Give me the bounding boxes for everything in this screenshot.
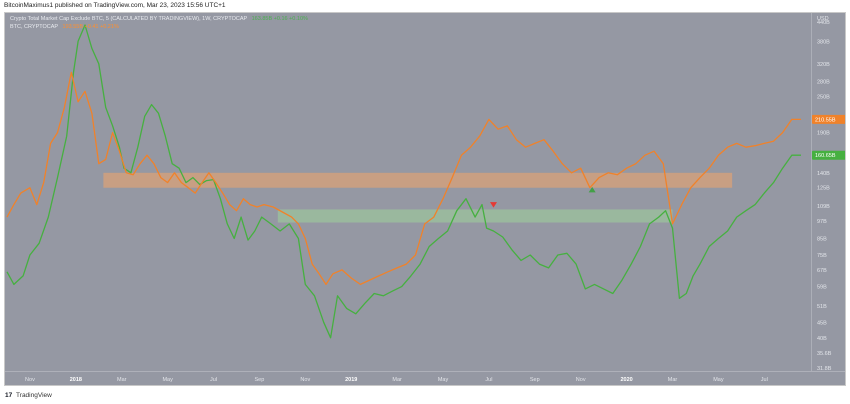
y-tick-label: 35.6B — [817, 351, 832, 357]
orange-zone-band — [103, 172, 733, 188]
y-axis-unit: USD — [817, 16, 829, 22]
y-tick-label: 51B — [817, 304, 827, 310]
chart-area[interactable]: USD440B380B320B280B250B210B190B160B140B1… — [4, 12, 846, 386]
x-tick-label: May — [713, 377, 724, 383]
footer-brand: TradingView — [16, 392, 52, 399]
legend-series-2-values: 193.55B +0.41 +0.21% — [62, 24, 119, 30]
buy-signal-marker — [588, 186, 596, 193]
x-tick-label: Nov — [576, 377, 586, 383]
x-tick-label: 2019 — [345, 377, 357, 383]
y-tick-label: 85B — [817, 237, 827, 243]
orange-series-line — [6, 71, 801, 286]
y-tick-label: 75B — [817, 253, 827, 259]
x-tick-label: 2018 — [70, 377, 82, 383]
legend-series-1-values: 163.85B +0.16 +0.10% — [251, 16, 308, 22]
x-tick-label: May — [162, 377, 173, 383]
y-tick-label: 40B — [817, 336, 827, 342]
x-tick-label: Jul — [761, 377, 768, 383]
last-value-badge — [812, 150, 845, 160]
x-tick-label: Mar — [392, 377, 402, 383]
sell-signal-marker — [489, 202, 497, 208]
x-tick-label: 2020 — [620, 377, 632, 383]
legend-series-1: Crypto Total Market Cap Exclude BTC, 5 (… — [10, 16, 308, 22]
y-tick-label: 280B — [817, 80, 830, 86]
y-tick-label: 250B — [817, 94, 830, 100]
y-tick-label: 97B — [817, 219, 827, 225]
legend-series-1-label: Crypto Total Market Cap Exclude BTC, 5 (… — [10, 16, 248, 22]
y-tick-label: 109B — [817, 204, 830, 210]
y-tick-label: 440B — [817, 20, 830, 26]
chart-background — [5, 13, 845, 385]
last-value-badge — [812, 114, 845, 124]
last-value-label: 210.55B — [815, 117, 836, 123]
x-tick-label: Jul — [210, 377, 217, 383]
x-tick-label: Nov — [25, 377, 35, 383]
y-tick-label: 140B — [817, 171, 830, 177]
y-tick-label: 380B — [817, 39, 830, 45]
x-tick-label: Sep — [255, 377, 265, 383]
y-tick-label: 31.8B — [817, 366, 832, 372]
chart-svg[interactable]: USD440B380B320B280B250B210B190B160B140B1… — [5, 13, 846, 386]
tradingview-logo-icon: 17 — [5, 392, 13, 399]
y-tick-label: 45B — [817, 320, 827, 326]
y-tick-label: 59B — [817, 285, 827, 291]
x-tick-label: Nov — [300, 377, 310, 383]
x-tick-label: Sep — [530, 377, 540, 383]
x-tick-label: Mar — [117, 377, 127, 383]
x-tick-label: May — [438, 377, 449, 383]
y-tick-label: 67B — [817, 268, 827, 274]
y-tick-label: 320B — [817, 62, 830, 68]
x-tick-label: Mar — [668, 377, 678, 383]
last-value-label: 160.65B — [815, 153, 836, 159]
green-series-line — [6, 24, 801, 339]
y-tick-label: 125B — [817, 186, 830, 192]
x-tick-label: Jul — [485, 377, 492, 383]
footer: 17 TradingView — [0, 388, 850, 404]
legend-series-2-label: BTC, CRYPTOCAP — [10, 24, 58, 30]
publish-info: BitcoinMaximus1 published on TradingView… — [4, 2, 226, 9]
legend-series-2: BTC, CRYPTOCAP 193.55B +0.41 +0.21% — [10, 24, 119, 30]
y-tick-label: 190B — [817, 131, 830, 137]
publish-header: BitcoinMaximus1 published on TradingView… — [0, 0, 850, 12]
